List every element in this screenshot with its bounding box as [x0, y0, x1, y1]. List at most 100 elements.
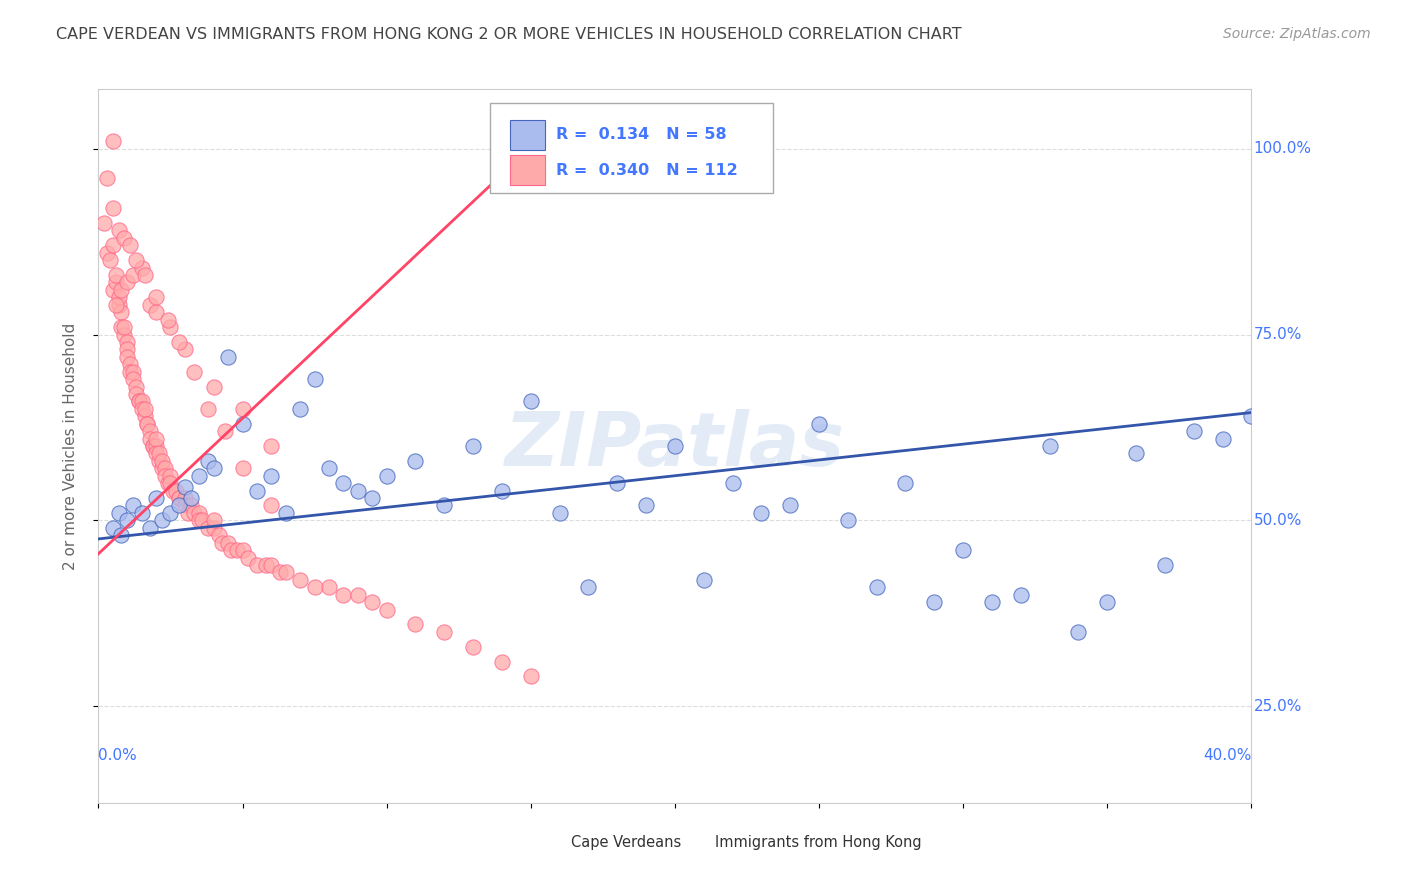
Point — [246, 558, 269, 572]
Point — [211, 535, 233, 549]
Point — [197, 401, 219, 416]
Point — [405, 617, 427, 632]
Point — [202, 513, 225, 527]
Point — [139, 424, 162, 438]
Point — [122, 268, 145, 282]
Y-axis label: 2 or more Vehicles in Household: 2 or more Vehicles in Household — [63, 322, 77, 570]
Point — [156, 476, 179, 491]
FancyBboxPatch shape — [491, 103, 773, 193]
Point — [183, 506, 205, 520]
Point — [110, 528, 132, 542]
Point — [150, 461, 173, 475]
Point — [117, 276, 139, 290]
Point — [156, 312, 179, 326]
Point — [131, 401, 153, 416]
Point — [101, 238, 124, 252]
Point — [188, 513, 211, 527]
Point — [197, 454, 219, 468]
Point — [159, 476, 181, 491]
Point — [231, 417, 254, 431]
Point — [219, 543, 242, 558]
Point — [1039, 439, 1062, 453]
Text: 50.0%: 50.0% — [1254, 513, 1302, 528]
Point — [150, 454, 173, 468]
Point — [131, 394, 153, 409]
Point — [110, 320, 132, 334]
Point — [721, 476, 744, 491]
Point — [1154, 558, 1177, 572]
Point — [188, 506, 211, 520]
Text: R =  0.134   N = 58: R = 0.134 N = 58 — [557, 128, 727, 143]
Point — [174, 343, 197, 357]
Point — [274, 566, 297, 580]
Point — [332, 588, 354, 602]
Point — [924, 595, 946, 609]
Point — [162, 483, 184, 498]
Point — [254, 558, 277, 572]
Point — [1067, 624, 1090, 639]
Point — [145, 491, 167, 505]
Text: R =  0.340   N = 112: R = 0.340 N = 112 — [557, 162, 738, 178]
Point — [112, 231, 135, 245]
Point — [981, 595, 1004, 609]
Point — [952, 543, 974, 558]
Point — [125, 387, 148, 401]
Text: Immigrants from Hong Kong: Immigrants from Hong Kong — [716, 835, 922, 849]
Point — [150, 513, 173, 527]
Point — [134, 409, 156, 424]
Point — [122, 499, 145, 513]
Point — [136, 417, 159, 431]
Point — [217, 535, 239, 549]
Point — [837, 513, 859, 527]
Point — [145, 446, 167, 460]
Point — [664, 439, 686, 453]
Point — [260, 499, 283, 513]
Point — [346, 483, 368, 498]
Point — [520, 394, 543, 409]
Point — [894, 476, 917, 491]
Point — [153, 461, 176, 475]
Point — [1097, 595, 1119, 609]
Point — [197, 521, 219, 535]
Point — [225, 543, 247, 558]
Point — [188, 468, 211, 483]
Point — [107, 298, 129, 312]
Point — [1212, 432, 1234, 446]
Point — [107, 506, 129, 520]
Point — [260, 558, 283, 572]
Point — [491, 483, 513, 498]
Point — [548, 506, 571, 520]
Point — [260, 439, 283, 453]
Point — [120, 238, 142, 252]
Point — [174, 480, 197, 494]
Point — [180, 491, 202, 505]
Point — [110, 283, 132, 297]
Point — [159, 506, 181, 520]
Point — [145, 439, 167, 453]
Point — [866, 580, 889, 594]
Point — [808, 417, 831, 431]
Point — [117, 513, 139, 527]
Point — [461, 439, 484, 453]
Point — [120, 357, 142, 371]
Point — [751, 506, 773, 520]
Point — [202, 379, 225, 393]
Point — [433, 499, 456, 513]
Point — [101, 283, 124, 297]
Point — [520, 669, 543, 683]
Point — [361, 491, 384, 505]
Point — [238, 550, 260, 565]
Point — [145, 290, 167, 304]
Point — [174, 499, 197, 513]
Point — [142, 439, 165, 453]
Point — [93, 216, 115, 230]
Point — [375, 602, 398, 616]
Point — [1240, 409, 1263, 424]
Point — [231, 543, 254, 558]
Point — [779, 499, 801, 513]
Point — [177, 506, 200, 520]
Point — [1182, 424, 1205, 438]
Point — [117, 334, 139, 349]
Point — [131, 260, 153, 275]
Point — [231, 461, 254, 475]
